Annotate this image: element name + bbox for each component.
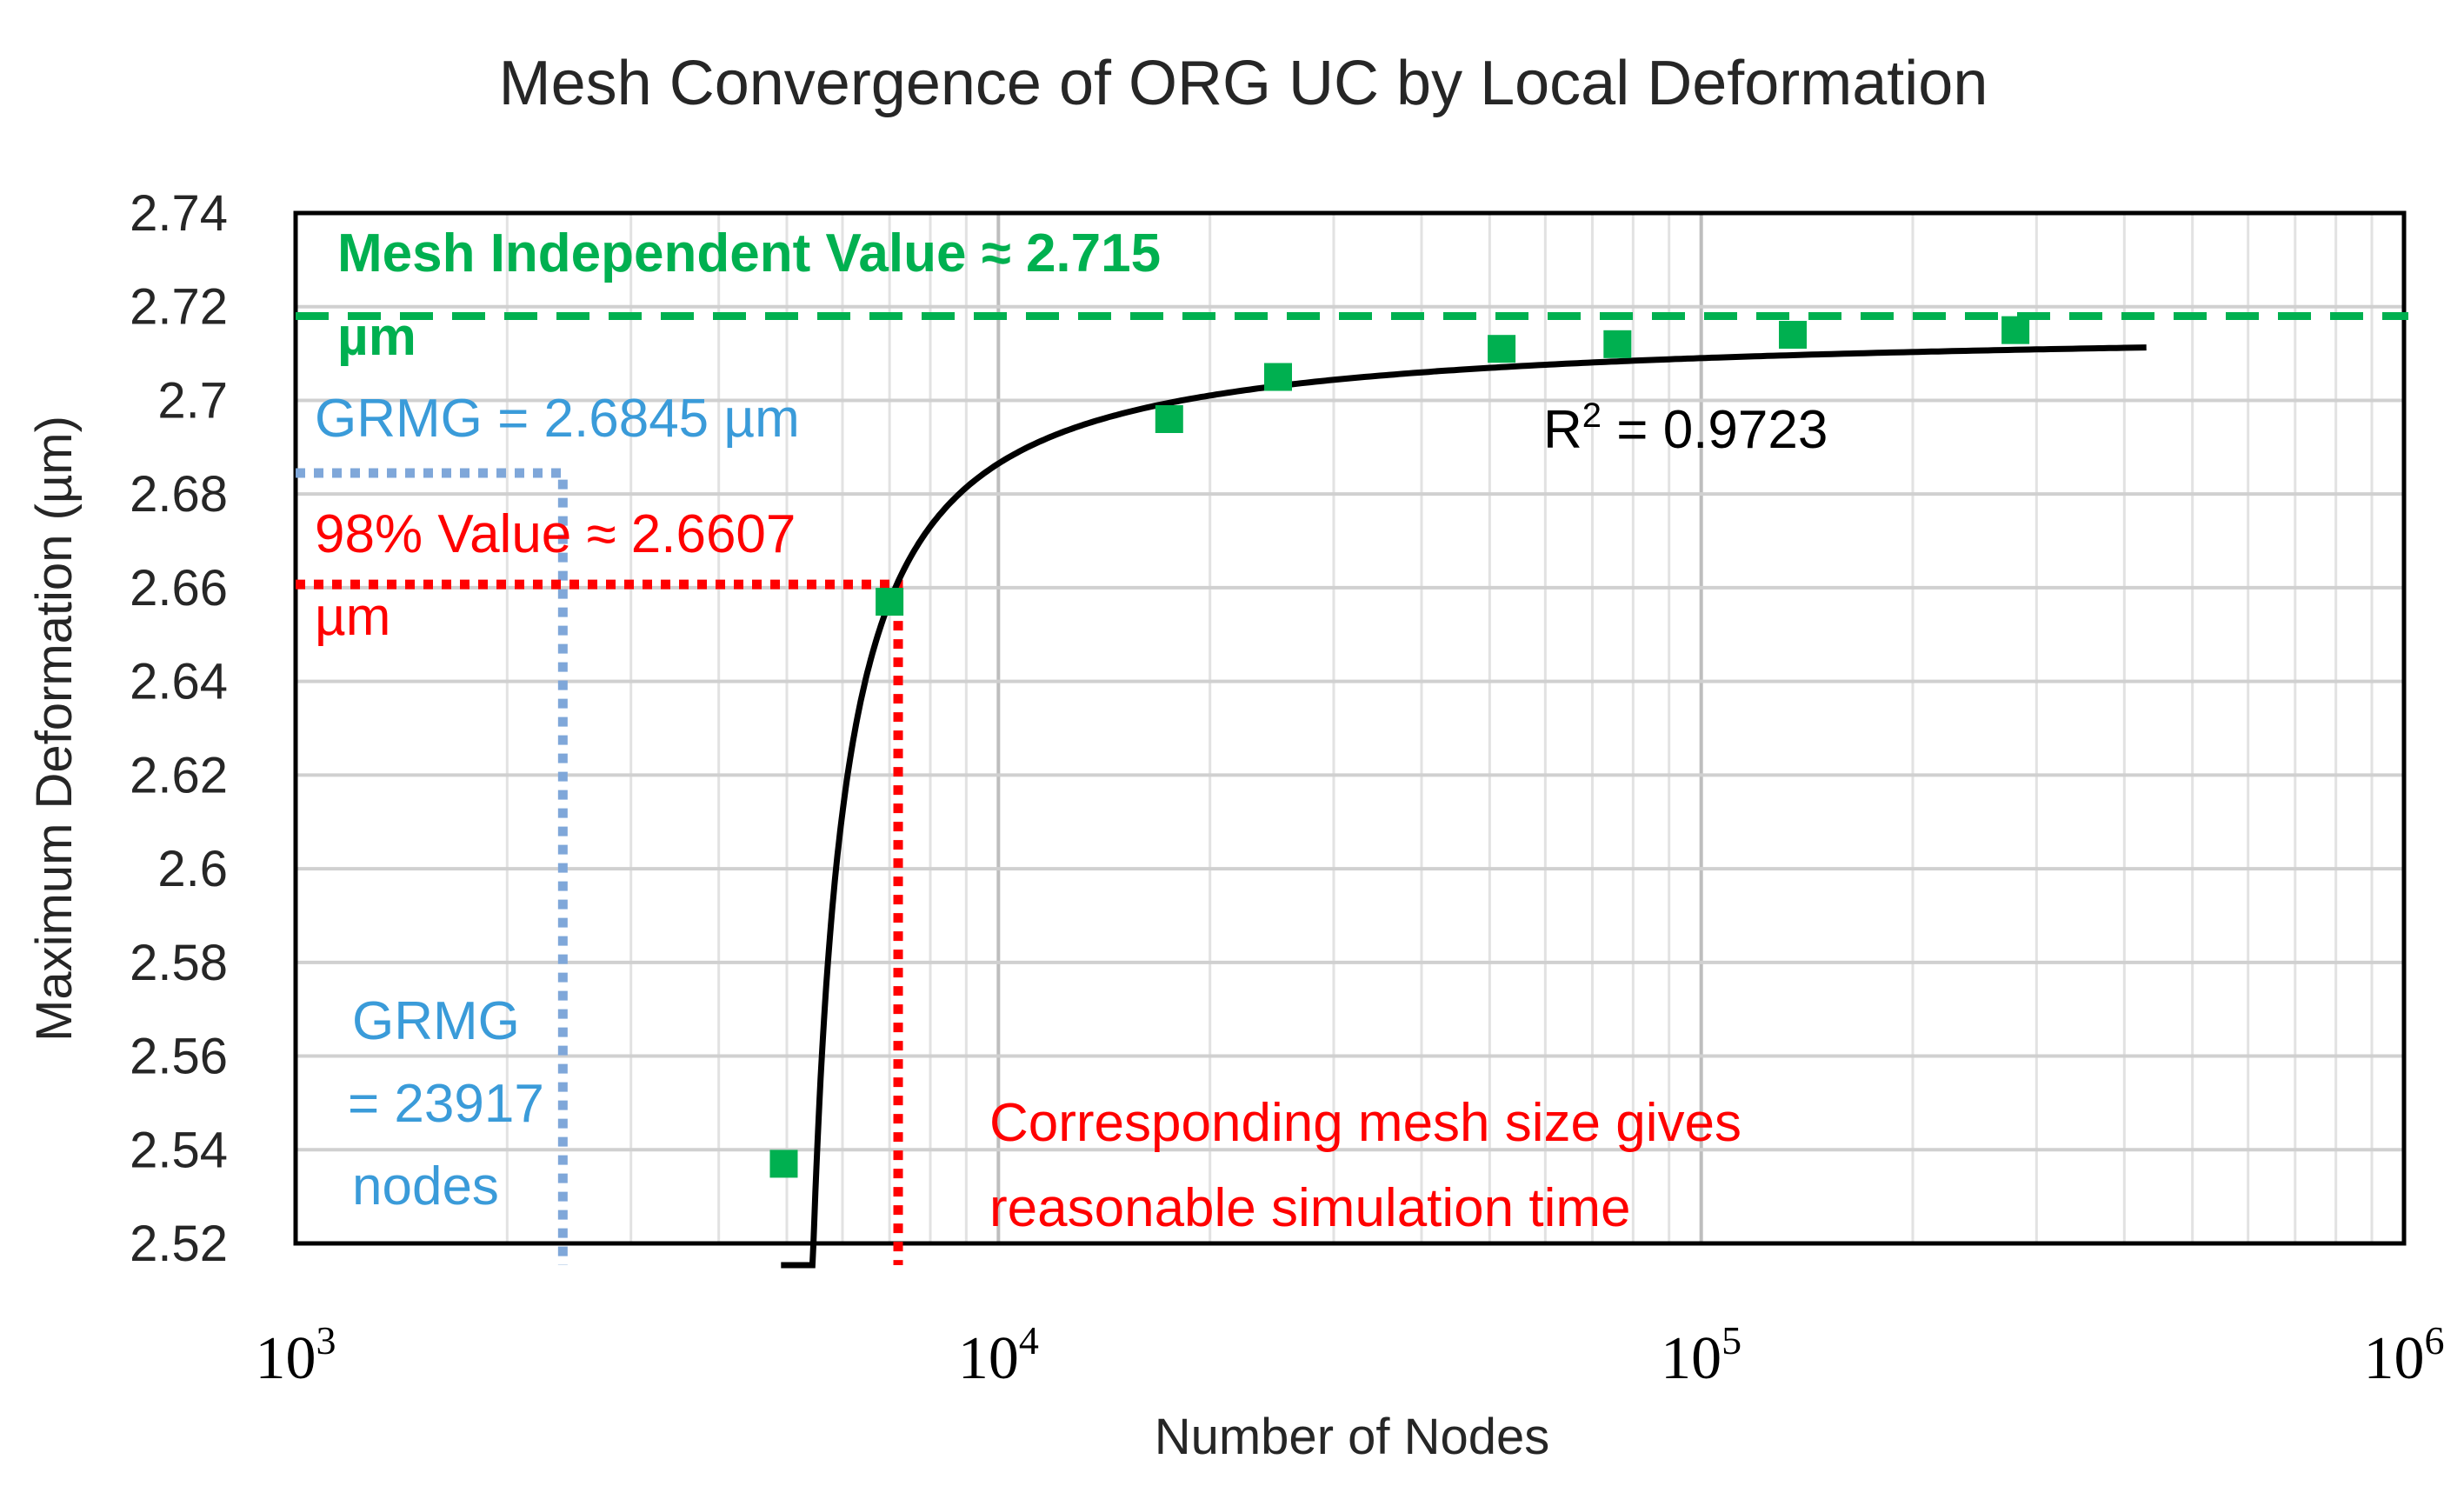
ninety-eight-label-line2: µm [315, 587, 390, 647]
y-tick-label: 2.68 [130, 466, 228, 523]
ninety-eight-label-line1: 98% Value ≈ 2.6607 [315, 504, 796, 564]
grmg-value-label: GRMG = 2.6845 µm [315, 389, 800, 449]
x-tick-base: 10 [958, 1325, 1019, 1392]
y-axis-ticks: 2.52 2.54 2.56 2.58 2.6 2.62 2.64 2.66 2.68 2.7 2.… [130, 185, 228, 1272]
y-tick-label: 2.74 [130, 185, 228, 242]
data-point [1603, 330, 1632, 358]
x-tick-exponent: 4 [1019, 1318, 1039, 1363]
y-tick-label: 2.58 [130, 935, 228, 991]
y-tick-label: 2.72 [130, 279, 228, 336]
grmg-nodes-label-line2: = 23917 [348, 1074, 544, 1134]
y-tick-label: 2.64 [130, 654, 228, 710]
r-squared-label: R2 = 0.9723 [1543, 396, 1828, 460]
data-point [2001, 316, 2030, 344]
fit-curve [781, 344, 2147, 1269]
mesh-time-label-line1: Corresponding mesh size gives [989, 1093, 1741, 1153]
y-tick-label: 2.52 [130, 1216, 228, 1272]
y-tick-label: 2.62 [130, 747, 228, 803]
y-tick-label: 2.66 [130, 560, 228, 616]
x-tick-base: 10 [1661, 1325, 1721, 1392]
y-axis-label: Maximum Deformation (µm) [26, 416, 83, 1042]
r-squared-value: = 0.9723 [1602, 400, 1828, 460]
plot-area-border [293, 210, 2407, 1246]
y-tick-label: 2.6 [157, 841, 228, 897]
data-point [1779, 321, 1808, 350]
x-tick-exponent: 6 [2425, 1318, 2445, 1363]
mesh-independent-label-line1: Mesh Independent Value ≈ 2.715 [337, 223, 1161, 283]
x-tick-label: 104 [958, 1318, 1039, 1392]
y-tick-label: 2.56 [130, 1029, 228, 1085]
x-tick-label: 103 [256, 1318, 336, 1392]
chart-title: Mesh Convergence of ORG UC by Local Defo… [499, 49, 1988, 118]
data-point [1488, 335, 1516, 363]
grmg-nodes-label-line3: nodes [352, 1156, 499, 1216]
data-point [1155, 405, 1183, 433]
x-tick-label: 105 [1661, 1318, 1741, 1392]
mesh-time-label-line2: reasonable simulation time [989, 1178, 1631, 1238]
grmg-nodes-label-line1: GRMG [352, 991, 520, 1051]
x-axis-ticks: 103 104 105 106 [256, 1318, 2445, 1392]
mesh-independent-label-line2: µm [337, 307, 416, 367]
x-tick-exponent: 5 [1721, 1318, 1741, 1363]
r-squared-sup: 2 [1582, 396, 1602, 435]
data-points [769, 316, 2030, 1178]
fit-curve-layer [781, 344, 2147, 1269]
x-tick-label: 106 [2364, 1318, 2445, 1392]
data-point [1264, 363, 1293, 391]
x-tick-base: 10 [2364, 1325, 2425, 1392]
x-tick-base: 10 [256, 1325, 316, 1392]
x-axis-label: Number of Nodes [1155, 1409, 1550, 1465]
data-point [876, 588, 904, 616]
r-squared-r: R [1543, 400, 1582, 460]
x-tick-exponent: 3 [316, 1318, 336, 1363]
y-tick-label: 2.54 [130, 1122, 228, 1178]
y-tick-label: 2.7 [157, 372, 228, 429]
data-point [769, 1149, 798, 1178]
